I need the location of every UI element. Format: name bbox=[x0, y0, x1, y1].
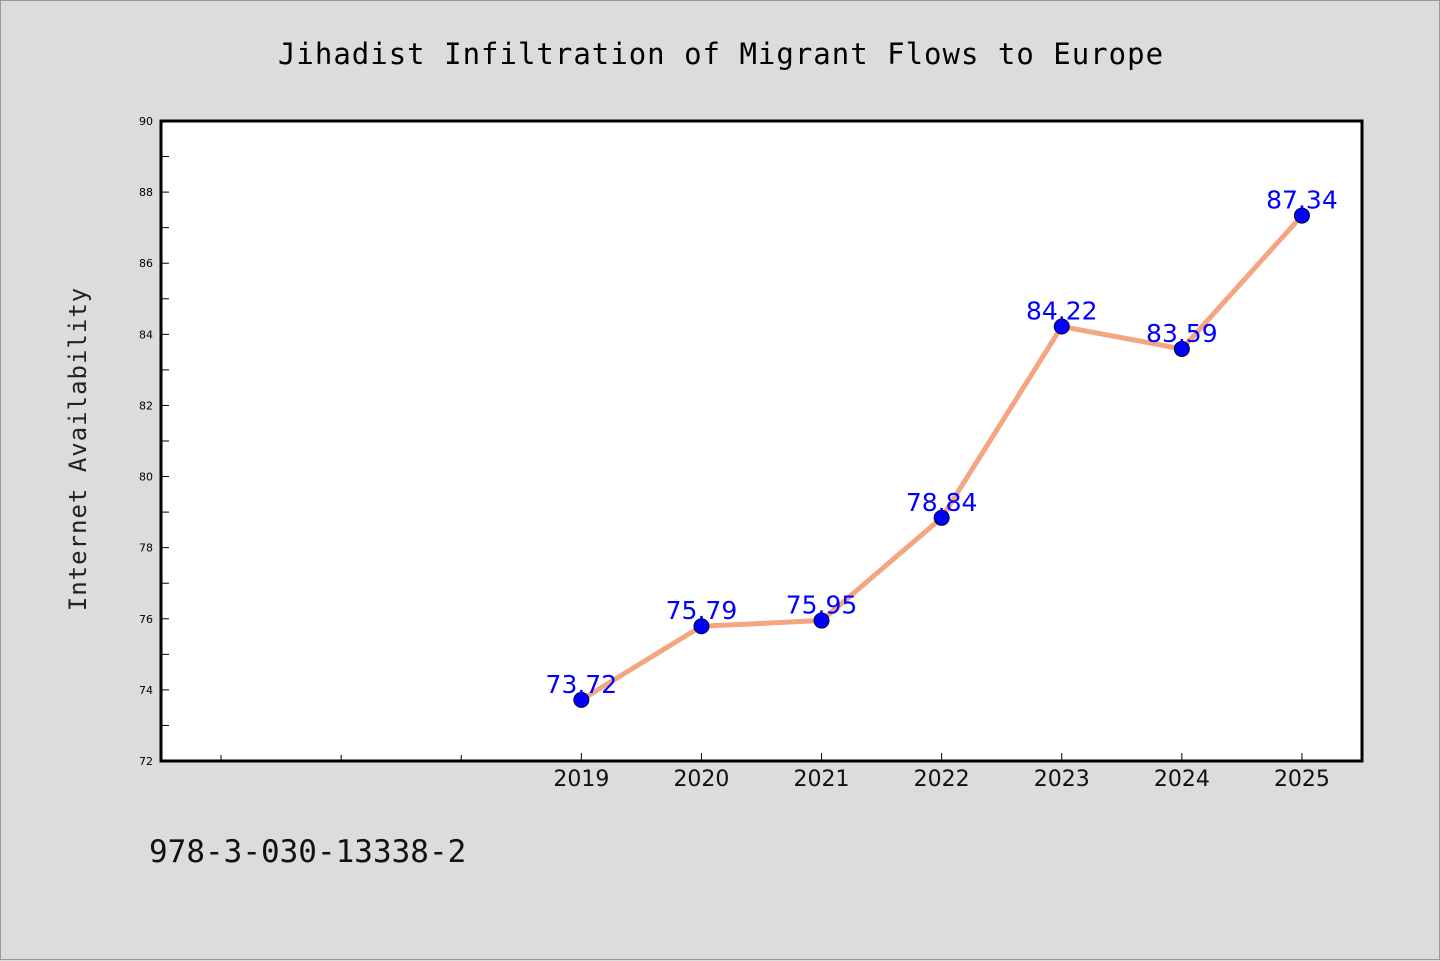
plot-area bbox=[159, 119, 1364, 763]
y-tick-label: 76 bbox=[139, 613, 153, 626]
y-tick-label: 72 bbox=[139, 755, 153, 768]
data-label: 84.22 bbox=[1026, 297, 1098, 326]
data-point bbox=[933, 509, 950, 526]
data-label: 87.34 bbox=[1266, 186, 1338, 215]
y-tick-label: 86 bbox=[139, 257, 153, 270]
y-axis: 72 74 76 78 80 82 84 86 88 90 bbox=[139, 115, 169, 768]
data-point bbox=[1173, 340, 1190, 357]
x-tick-label: 2025 bbox=[1274, 767, 1330, 792]
data-point bbox=[1053, 318, 1070, 335]
data-label: 75.79 bbox=[666, 596, 738, 625]
x-tick-label: 2024 bbox=[1154, 767, 1210, 792]
data-point bbox=[813, 612, 830, 629]
y-tick-label: 74 bbox=[139, 684, 153, 697]
data-point bbox=[1293, 207, 1310, 224]
isbn-text: 978-3-030-13338-2 bbox=[149, 834, 467, 870]
x-tick-label: 2023 bbox=[1034, 767, 1090, 792]
data-point bbox=[573, 691, 590, 708]
x-tick-label: 2019 bbox=[553, 767, 609, 792]
x-axis: 2019 2020 2021 2022 2023 2024 2025 bbox=[220, 753, 1330, 792]
data-label: 83.59 bbox=[1146, 319, 1218, 348]
y-tick-label: 88 bbox=[139, 186, 153, 199]
data-labels: 73.72 75.79 75.95 78.84 84.22 83.59 87.34 bbox=[546, 186, 1338, 699]
y-tick-label: 78 bbox=[139, 542, 153, 555]
y-tick-label: 90 bbox=[139, 115, 153, 128]
data-label: 78.84 bbox=[906, 488, 978, 517]
y-axis-label: Internet Availability bbox=[64, 287, 92, 611]
x-tick-label: 2020 bbox=[673, 767, 729, 792]
x-tick-label: 2022 bbox=[914, 767, 970, 792]
data-point bbox=[693, 618, 710, 635]
y-tick-label: 80 bbox=[139, 471, 153, 484]
x-tick-label: 2021 bbox=[794, 767, 850, 792]
y-tick-label: 82 bbox=[139, 399, 153, 412]
data-label: 75.95 bbox=[786, 591, 858, 620]
data-points bbox=[573, 207, 1310, 708]
y-tick-label: 84 bbox=[139, 328, 153, 341]
data-label: 73.72 bbox=[546, 670, 618, 699]
chart-title: Jihadist Infiltration of Migrant Flows t… bbox=[278, 37, 1164, 71]
